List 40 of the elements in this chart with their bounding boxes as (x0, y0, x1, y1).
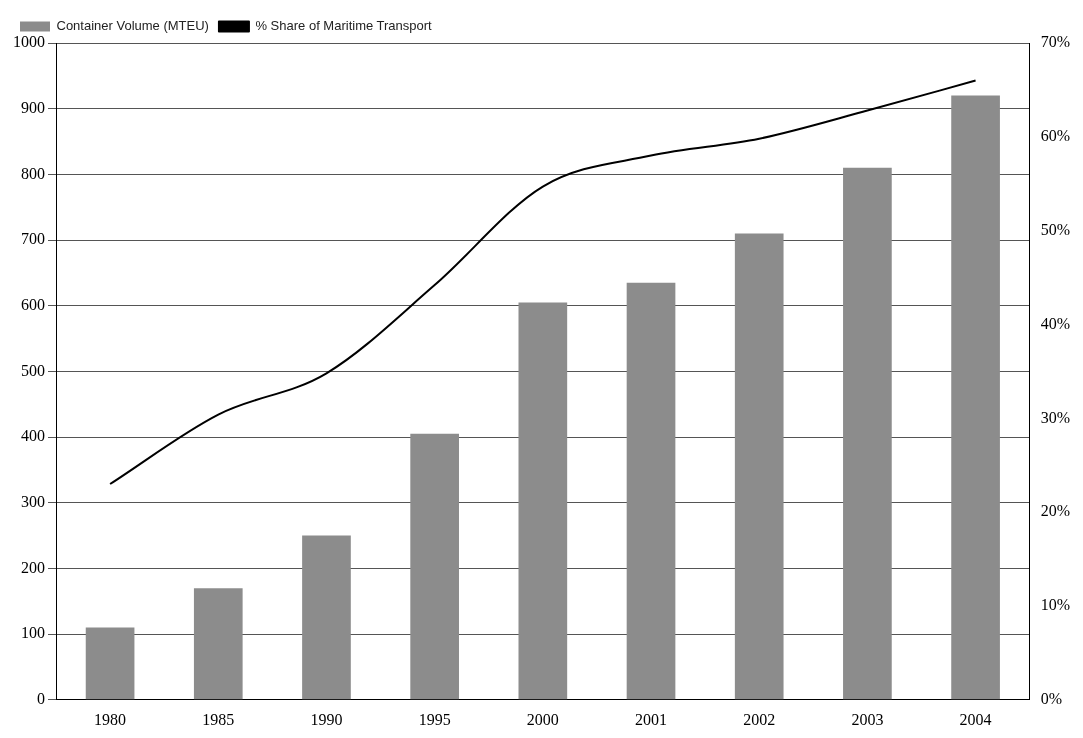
x-tick-label: 2004 (959, 710, 992, 728)
y-tick-label: 400 (21, 427, 45, 445)
y-tick-label: 300 (21, 492, 45, 510)
bar (193, 588, 243, 700)
x-tick-label: 2002 (743, 710, 776, 728)
x-tick-label: 1990 (310, 710, 343, 728)
y-tick-label: 900 (21, 98, 45, 116)
y2-tick-label: 60% (1040, 127, 1070, 145)
y-tick-label: 0 (37, 690, 45, 707)
bar (518, 302, 568, 700)
y-tick-label: 500 (21, 361, 45, 379)
y2-tick-label: 30% (1040, 408, 1070, 426)
bar (734, 233, 784, 700)
x-tick-label: 1980 (94, 710, 127, 728)
y-tick-label: 800 (21, 164, 45, 182)
legend-label: Container Volume (MTEU) (56, 18, 209, 34)
y-tick-label: 100 (21, 624, 45, 642)
y2-tick-label: 70% (1040, 33, 1070, 51)
y-tick-label: 600 (21, 295, 45, 313)
x-tick-label: 1995 (418, 710, 451, 728)
x-tick-label: 2000 (526, 710, 559, 728)
y-tick-label: 200 (21, 558, 45, 576)
y2-tick-label: 50% (1040, 220, 1070, 238)
bar (85, 627, 135, 700)
legend-label: % Share of Maritime Transport (255, 18, 433, 34)
y2-tick-label: 20% (1040, 502, 1070, 520)
y2-tick-label: 0% (1040, 690, 1062, 707)
bar (626, 282, 676, 700)
line-series (109, 79, 977, 485)
bar (302, 535, 351, 700)
y2-tick-label: 10% (1040, 596, 1070, 614)
bar (843, 167, 892, 700)
y-tick-label: 1000 (13, 33, 45, 51)
y-tick-label: 700 (21, 230, 45, 248)
bar (951, 95, 1000, 700)
x-tick-label: 2001 (635, 710, 668, 728)
y2-tick-label: 40% (1040, 314, 1070, 332)
x-tick-label: 2003 (851, 710, 884, 728)
x-tick-label: 1985 (202, 710, 235, 728)
bar (410, 433, 459, 700)
